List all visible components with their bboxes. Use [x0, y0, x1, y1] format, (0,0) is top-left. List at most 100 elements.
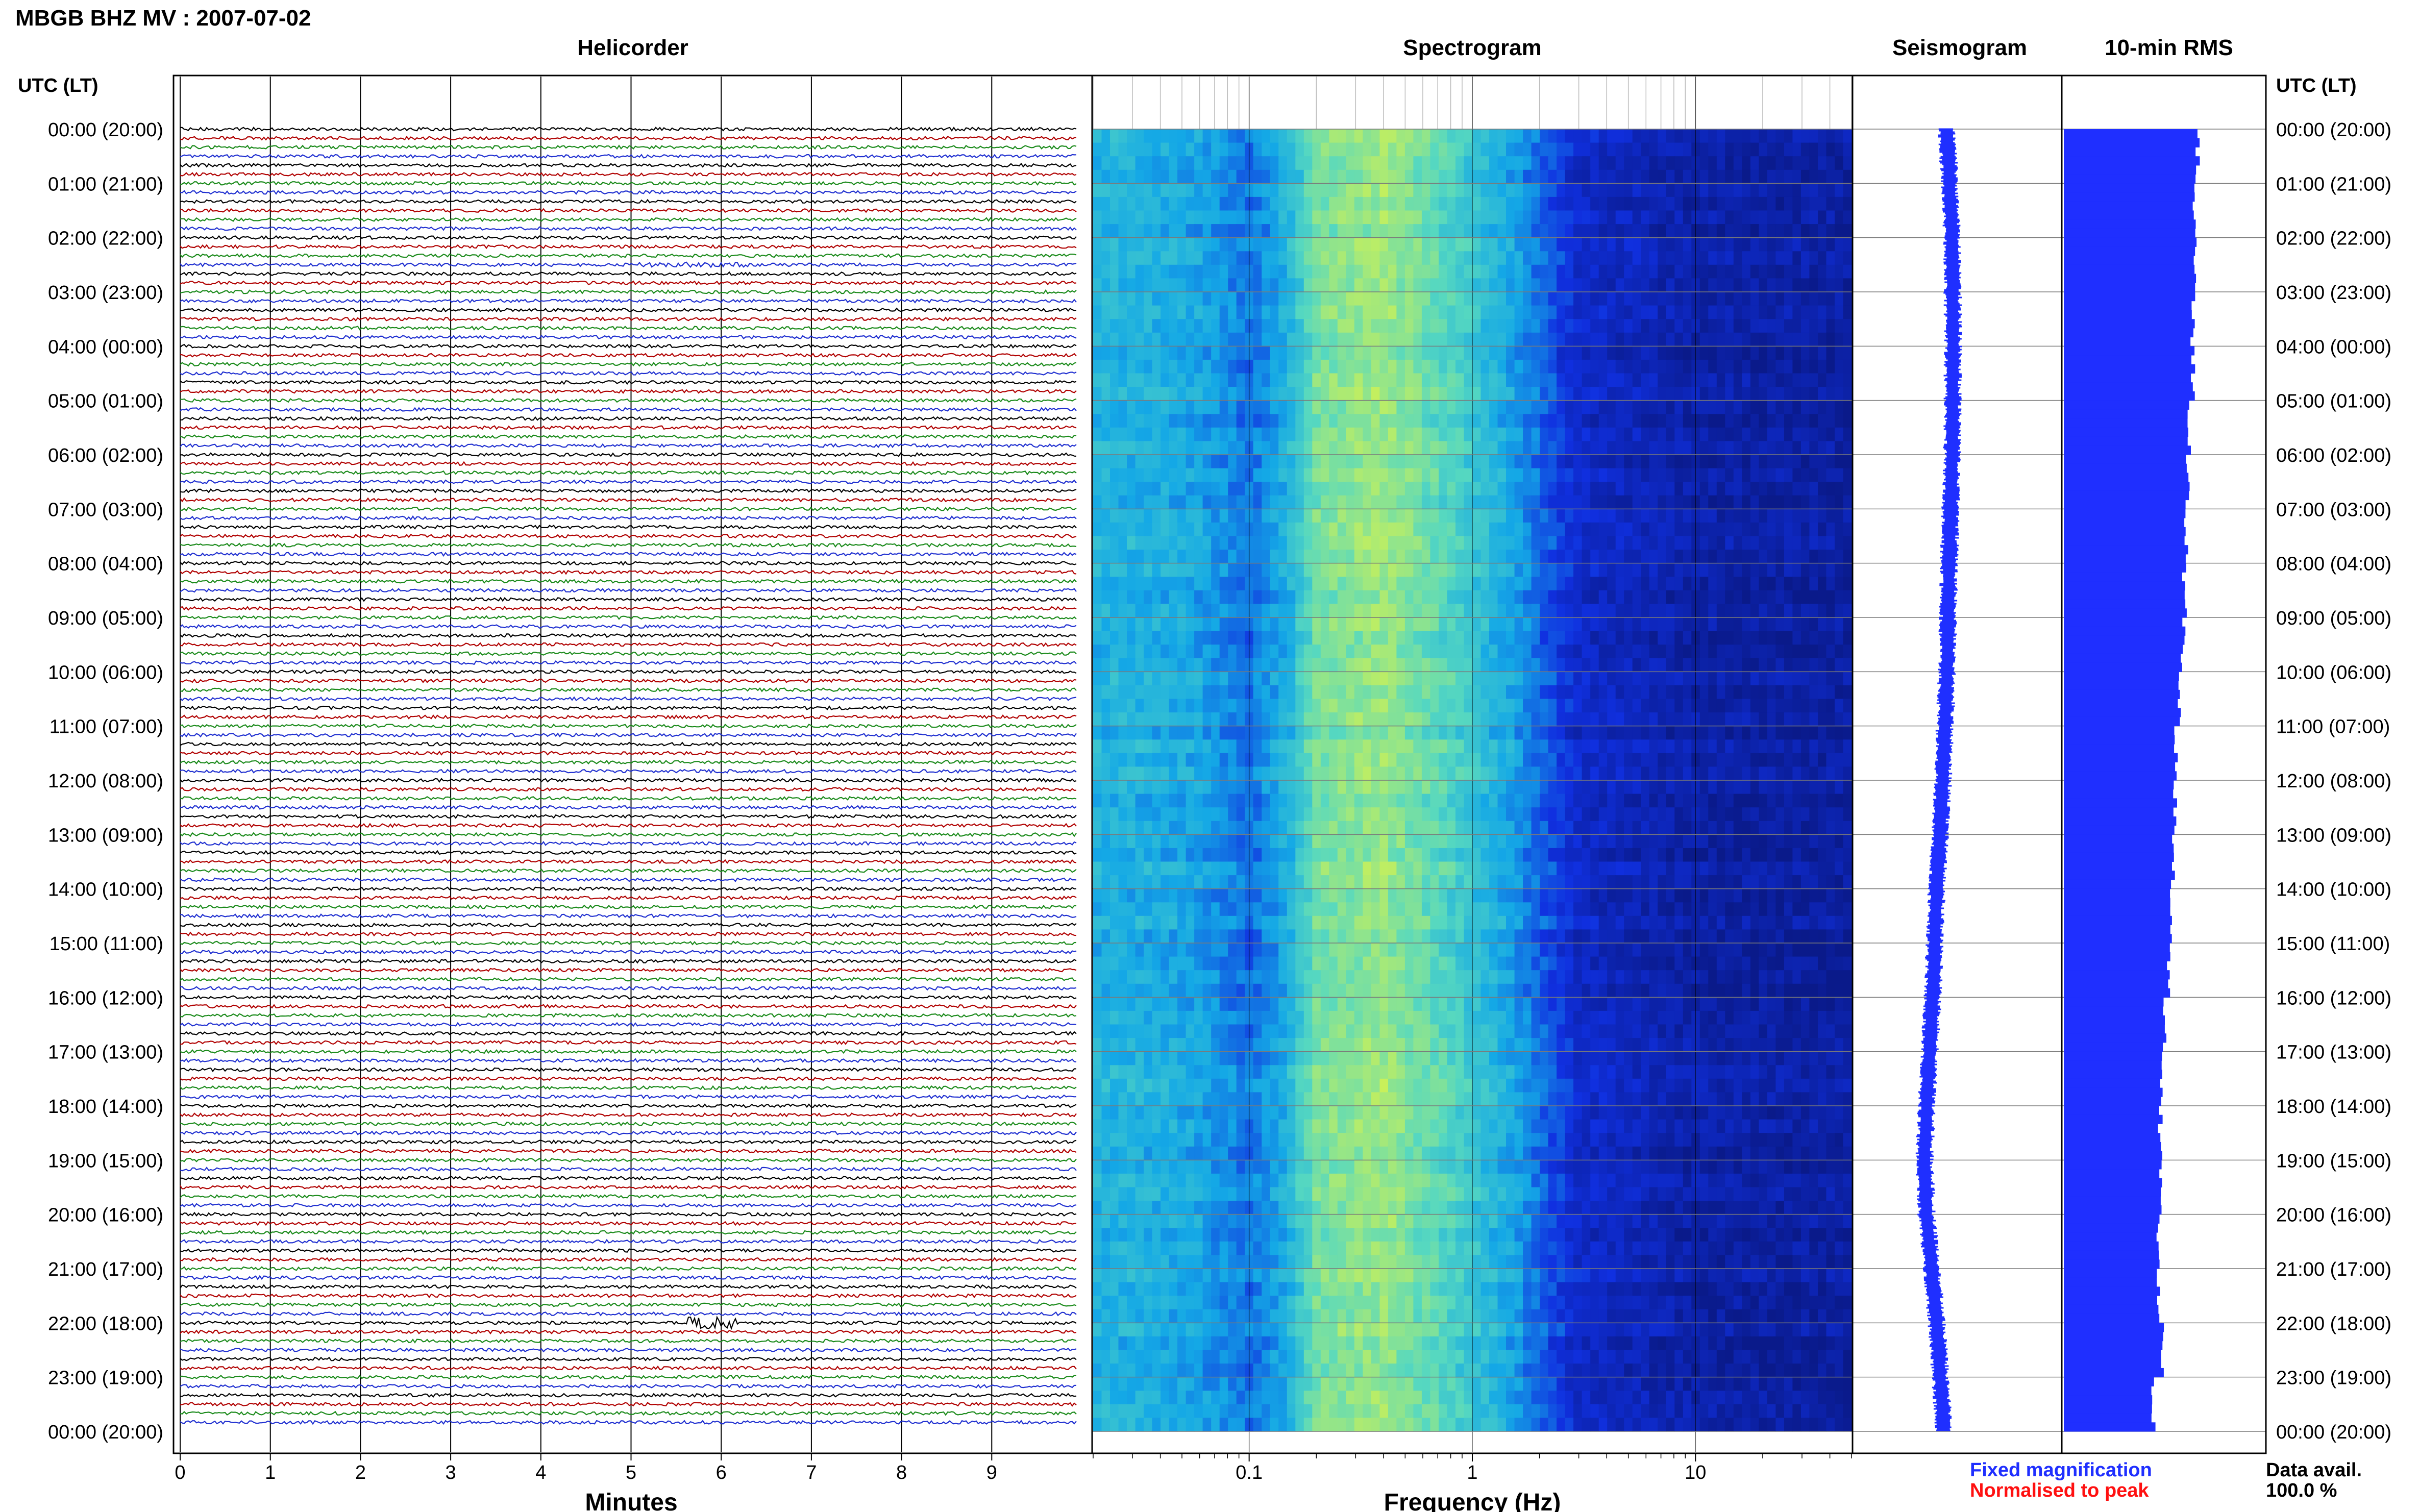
spectrogram-cell	[1548, 237, 1557, 252]
spectrogram-cell	[1666, 387, 1675, 401]
spectrogram-cell	[1413, 617, 1422, 632]
spectrogram-cell	[1598, 753, 1608, 767]
spectrogram-cell	[1565, 183, 1574, 197]
spectrogram-cell	[1161, 237, 1170, 252]
spectrogram-cell	[1523, 563, 1532, 577]
spectrogram-cell	[1413, 251, 1422, 265]
spectrogram-cell	[1699, 359, 1709, 374]
spectrogram-cell	[1464, 861, 1473, 876]
spectrogram-cell	[1135, 251, 1144, 265]
spectrogram-cell	[1843, 563, 1852, 577]
spectrogram-cell	[1211, 699, 1220, 713]
spectrogram-cell	[1186, 794, 1195, 808]
spectrogram-cell	[1590, 359, 1599, 374]
spectrogram-cell	[1582, 183, 1591, 197]
spectrogram-cell	[1674, 509, 1684, 523]
spectrogram-cell	[1565, 712, 1574, 727]
spectrogram-cell	[1144, 278, 1153, 292]
spectrogram-cell	[1161, 359, 1170, 374]
spectrogram-cell	[1371, 237, 1380, 252]
spectrogram-cell	[1186, 251, 1195, 265]
spectrogram-cell	[1404, 332, 1414, 346]
spectrogram-cell	[1699, 536, 1709, 550]
spectrogram-cell	[1598, 848, 1608, 862]
spectrogram-cell	[1607, 278, 1616, 292]
spectrogram-cell	[1211, 536, 1220, 550]
spectrogram-cell	[1270, 129, 1279, 143]
spectrogram-cell	[1312, 373, 1321, 387]
spectrogram-cell	[1278, 210, 1288, 225]
spectrogram-cell	[1523, 794, 1532, 808]
spectrogram-cell	[1186, 807, 1195, 822]
spectrogram-cell	[1371, 482, 1380, 496]
spectrogram-cell	[1421, 739, 1430, 754]
spectrogram-cell	[1101, 685, 1110, 700]
spectrogram-cell	[1110, 753, 1119, 767]
spectrogram-cell	[1329, 237, 1338, 252]
spectrogram-cell	[1101, 400, 1110, 414]
spectrogram-cell	[1169, 807, 1178, 822]
spectrogram-cell	[1674, 712, 1684, 727]
spectrogram-cell	[1835, 509, 1844, 523]
spectrogram-cell	[1388, 495, 1397, 509]
spectrogram-cell	[1144, 468, 1153, 482]
spectrogram-cell	[1329, 834, 1338, 849]
spectrogram-cell	[1818, 332, 1827, 346]
spectrogram-cell	[1557, 509, 1566, 523]
spectrogram-cell	[1843, 658, 1852, 672]
spectrogram-cell	[1464, 278, 1473, 292]
spectrogram-cell	[1818, 699, 1827, 713]
spectrogram-cell	[1497, 400, 1507, 414]
spectrogram-cell	[1455, 807, 1465, 822]
spectrogram-cell	[1708, 495, 1717, 509]
spectrogram-cell	[1835, 604, 1844, 618]
spectrogram-cell	[1262, 577, 1271, 591]
spectrogram-cell	[1144, 875, 1153, 889]
spectrogram-cell	[1388, 224, 1397, 238]
spectrogram-cell	[1590, 224, 1599, 238]
spectrogram-cell	[1531, 359, 1540, 374]
spectrogram-cell	[1152, 237, 1161, 252]
spectrogram-cell	[1101, 604, 1110, 618]
spectrogram-cell	[1775, 156, 1785, 170]
spectrogram-cell	[1767, 658, 1776, 672]
spectrogram-cell	[1548, 264, 1557, 279]
spectrogram-cell	[1396, 509, 1405, 523]
spectrogram-cell	[1379, 455, 1389, 469]
spectrogram-cell	[1194, 305, 1203, 319]
spectrogram-cell	[1186, 550, 1195, 564]
spectrogram-cell	[1287, 794, 1296, 808]
spectrogram-cell	[1800, 441, 1810, 455]
spectrogram-cell	[1169, 522, 1178, 537]
spectrogram-cell	[1202, 224, 1212, 238]
spectrogram-cell	[1733, 821, 1742, 835]
spectrogram-cell	[1253, 617, 1262, 632]
spectrogram-cell	[1800, 794, 1810, 808]
spectrogram-panel	[1093, 77, 1852, 1458]
spectrogram-cell	[1775, 590, 1785, 604]
spectrogram-cell	[1161, 441, 1170, 455]
spectrogram-cell	[1843, 319, 1852, 333]
spectrogram-cell	[1792, 468, 1801, 482]
spectrogram-cell	[1464, 387, 1473, 401]
spectrogram-cell	[1379, 414, 1389, 428]
spectrogram-cell	[1354, 739, 1363, 754]
spectrogram-cell	[1363, 807, 1372, 822]
spectrogram-cell	[1194, 468, 1203, 482]
spectrogram-cell	[1346, 129, 1355, 143]
spectrogram-cell	[1101, 645, 1110, 659]
spectrogram-cell	[1649, 509, 1658, 523]
spectrogram-cell	[1177, 861, 1187, 876]
spectrogram-cell	[1775, 468, 1785, 482]
spectrogram-cell	[1262, 753, 1271, 767]
spectrogram-cell	[1514, 468, 1523, 482]
spectrogram-cell	[1607, 346, 1616, 360]
spectrogram-cell	[1674, 848, 1684, 862]
spectrogram-cell	[1439, 183, 1448, 197]
spectrogram-cell	[1531, 821, 1540, 835]
spectrogram-cell	[1219, 861, 1228, 876]
spectrogram-cell	[1497, 346, 1507, 360]
spectrogram-cell	[1792, 726, 1801, 740]
spectrogram-cell	[1809, 359, 1818, 374]
spectrogram-cell	[1211, 577, 1220, 591]
